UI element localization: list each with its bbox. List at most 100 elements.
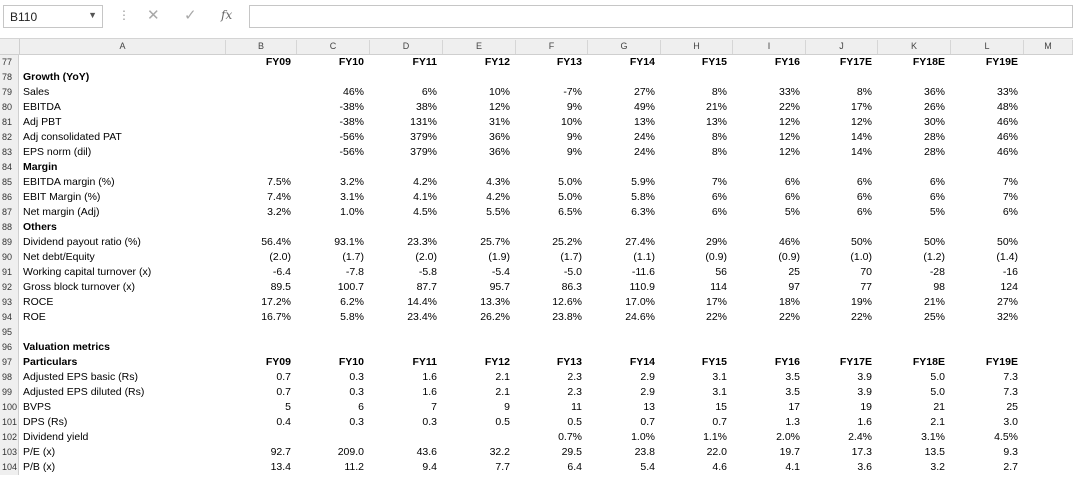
insert-function-icon[interactable]: fx [221, 8, 233, 22]
value-cell-e[interactable] [443, 160, 516, 175]
value-cell-c[interactable]: 6.2% [340, 296, 364, 308]
value-cell-d[interactable]: 23.3% [407, 236, 437, 248]
value-cell-k[interactable]: 2.1 [930, 416, 945, 428]
value-cell-j[interactable]: (1.0) [850, 251, 872, 263]
row-number[interactable]: 87 [0, 205, 19, 220]
value-cell-b[interactable]: 5 [285, 401, 291, 413]
value-cell-k[interactable]: 3.2 [930, 461, 945, 473]
value-cell-d[interactable]: (2.0) [415, 251, 437, 263]
value-cell-d[interactable]: 6% [421, 86, 437, 98]
row-label-cell[interactable]: Sales [23, 86, 50, 98]
value-cell-d[interactable]: 38% [415, 101, 437, 113]
value-cell-j[interactable]: FY17E [839, 356, 872, 368]
value-cell-f[interactable]: 9% [566, 101, 582, 113]
value-cell-j[interactable]: 50% [850, 236, 872, 248]
value-cell-f[interactable]: (1.7) [560, 251, 582, 263]
value-cell-e[interactable]: 0.5 [495, 416, 510, 428]
value-cell-d[interactable]: 4.5% [413, 206, 437, 218]
value-cell-e[interactable]: (1.9) [488, 251, 510, 263]
row-label-cell[interactable]: EBITDA [23, 101, 61, 113]
value-cell-b[interactable]: FY09 [265, 356, 291, 368]
value-cell-g[interactable]: -11.6 [631, 266, 655, 278]
value-cell-e[interactable]: -5.4 [491, 266, 510, 278]
column-header-c[interactable]: C [297, 40, 370, 54]
value-cell-e[interactable]: 7.7 [495, 461, 510, 473]
value-cell-b[interactable]: 56.4% [261, 236, 291, 248]
value-cell-g[interactable]: 5.4 [640, 461, 655, 473]
value-cell-j[interactable]: 17% [850, 101, 872, 113]
value-cell-g[interactable]: 49% [633, 101, 655, 113]
value-cell-k[interactable]: 13.5 [924, 446, 945, 458]
value-cell-h[interactable]: FY15 [701, 356, 727, 368]
row-label-cell[interactable]: BVPS [23, 401, 52, 413]
value-cell-g[interactable]: 27% [633, 86, 655, 98]
value-cell-b[interactable]: 0.7 [276, 371, 291, 383]
value-cell-i[interactable]: FY16 [774, 356, 800, 368]
value-cell-j[interactable]: 19 [860, 401, 872, 413]
value-cell-k[interactable] [878, 220, 951, 235]
value-cell-j[interactable]: 17.3 [851, 446, 872, 458]
row-number[interactable]: 81 [0, 115, 19, 130]
value-cell-d[interactable] [370, 325, 443, 340]
value-cell-b[interactable]: 3.2% [267, 206, 291, 218]
value-cell-d[interactable]: -5.8 [418, 266, 437, 278]
column-header-k[interactable]: K [878, 40, 951, 54]
value-cell-j[interactable]: 22% [850, 311, 872, 323]
value-cell-k[interactable]: FY18E [912, 56, 945, 68]
value-cell-b[interactable]: 0.4 [276, 416, 291, 428]
value-cell-k[interactable]: 21 [933, 401, 945, 413]
select-all-corner[interactable] [0, 39, 20, 54]
value-cell-f[interactable]: 9% [566, 146, 582, 158]
value-cell-g[interactable] [588, 325, 661, 340]
value-cell-e[interactable] [443, 325, 516, 340]
formula-input[interactable] [249, 5, 1073, 28]
value-cell-d[interactable]: 87.7 [416, 281, 437, 293]
value-cell-g[interactable]: 0.7 [640, 416, 655, 428]
value-cell-g[interactable]: 17.0% [625, 296, 655, 308]
value-cell-e[interactable]: 36% [488, 131, 510, 143]
row-number[interactable]: 90 [0, 250, 19, 265]
value-cell-e[interactable]: 31% [488, 116, 510, 128]
row-number[interactable]: 82 [0, 130, 19, 145]
row-number[interactable]: 98 [0, 370, 19, 385]
value-cell-h[interactable]: 8% [711, 131, 727, 143]
value-cell-c[interactable] [297, 325, 370, 340]
value-cell-g[interactable]: FY14 [629, 356, 655, 368]
value-cell-g[interactable]: 24% [633, 131, 655, 143]
value-cell-k[interactable]: 98 [933, 281, 945, 293]
value-cell-i[interactable] [733, 220, 806, 235]
value-cell-e[interactable]: 2.1 [495, 386, 510, 398]
column-header-a[interactable]: A [20, 40, 226, 54]
value-cell-c[interactable] [297, 70, 370, 85]
value-cell-d[interactable] [370, 430, 443, 445]
value-cell-j[interactable]: 14% [850, 131, 872, 143]
value-cell-d[interactable]: 4.2% [413, 176, 437, 188]
value-cell-g[interactable] [588, 160, 661, 175]
value-cell-l[interactable] [951, 70, 1024, 85]
value-cell-i[interactable]: 3.5 [785, 386, 800, 398]
value-cell-h[interactable]: 1.1% [703, 431, 727, 443]
value-cell-l[interactable]: 7% [1002, 176, 1018, 188]
value-cell-l[interactable]: FY19E [985, 356, 1018, 368]
value-cell-k[interactable]: 21% [923, 296, 945, 308]
value-cell-l[interactable]: 2.7 [1003, 461, 1018, 473]
value-cell-b[interactable] [226, 115, 297, 130]
value-cell-b[interactable]: -6.4 [272, 266, 291, 278]
value-cell-d[interactable]: 9.4 [422, 461, 437, 473]
value-cell-e[interactable]: FY12 [484, 56, 510, 68]
row-number[interactable]: 104 [0, 460, 19, 475]
value-cell-i[interactable]: 12% [778, 131, 800, 143]
value-cell-l[interactable]: 46% [996, 146, 1018, 158]
value-cell-h[interactable]: 6% [711, 191, 727, 203]
row-label-cell[interactable]: Adj PBT [23, 116, 62, 128]
value-cell-f[interactable] [516, 70, 588, 85]
value-cell-e[interactable]: 4.2% [486, 191, 510, 203]
value-cell-b[interactable]: FY09 [265, 56, 291, 68]
row-label-cell[interactable]: Dividend payout ratio (%) [23, 236, 141, 248]
value-cell-h[interactable]: 4.6 [712, 461, 727, 473]
value-cell-e[interactable]: 36% [488, 146, 510, 158]
value-cell-k[interactable] [878, 325, 951, 340]
row-label-cell[interactable]: Net debt/Equity [23, 251, 95, 263]
row-number[interactable]: 83 [0, 145, 19, 160]
value-cell-f[interactable]: FY13 [556, 56, 582, 68]
